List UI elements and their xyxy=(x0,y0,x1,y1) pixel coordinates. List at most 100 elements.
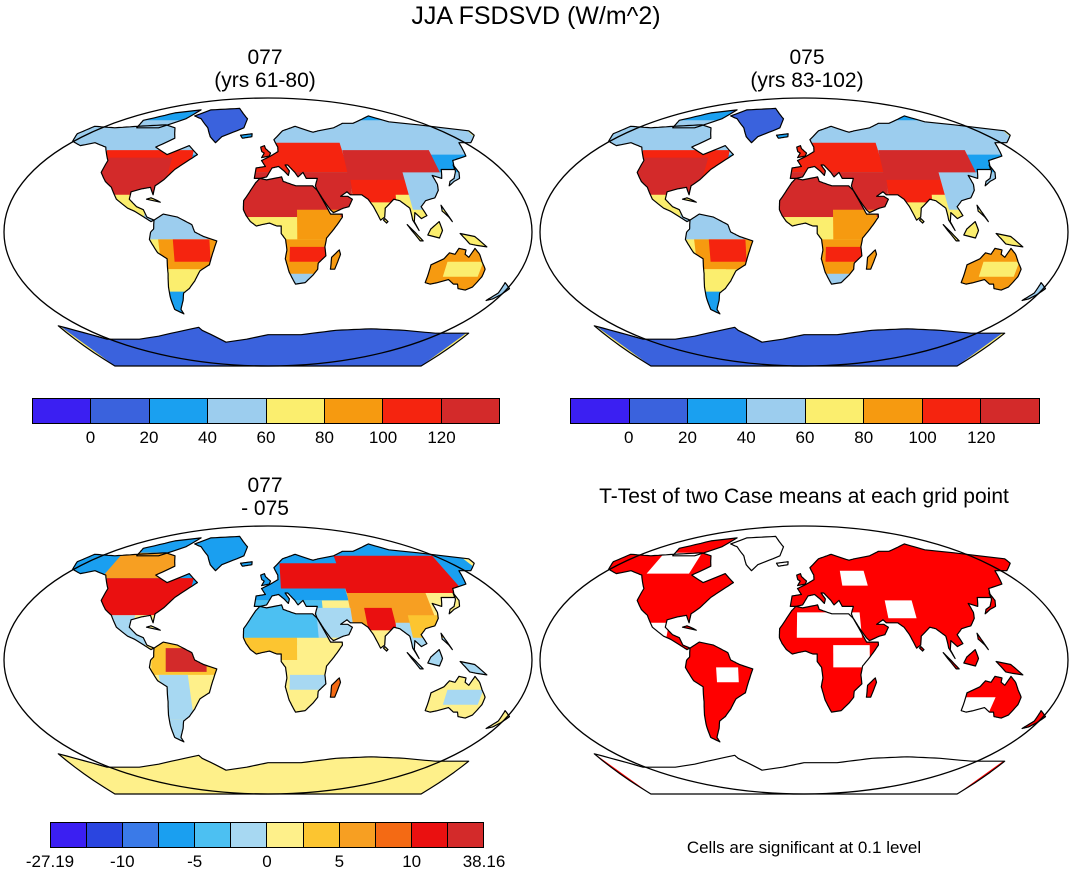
coastline-antarctica xyxy=(593,753,1006,795)
panel-3-title-line2: - 075 xyxy=(241,497,289,520)
map-value-region xyxy=(938,172,1022,210)
panel-2-title-line2: (yrs 83-102) xyxy=(750,69,864,92)
map-value-region xyxy=(708,239,747,262)
colorbar-swatch xyxy=(411,823,448,847)
coastline-greenland xyxy=(730,107,785,144)
panel-3-title-line1: 077 xyxy=(247,474,283,497)
coastline-newguinea xyxy=(995,660,1024,676)
colorbar-tick-label: 100 xyxy=(908,428,937,447)
colorbar-swatch xyxy=(87,823,124,847)
map-value-region xyxy=(626,157,709,195)
significance-note: Cells are significant at 0.1 level xyxy=(686,838,922,857)
map-value-region xyxy=(594,321,1019,366)
colorbar-swatch xyxy=(383,399,442,423)
coastline-northAmerica xyxy=(608,124,734,223)
map-value-region xyxy=(289,246,327,262)
colorbar-swatch xyxy=(339,823,376,847)
coastline-northAmerica xyxy=(72,552,198,651)
map-panel-2 xyxy=(539,97,1069,367)
coastline-britain xyxy=(260,572,272,587)
coastline-australia xyxy=(960,675,1022,719)
coastline-northAmerica xyxy=(72,124,198,223)
coastline-madagascar xyxy=(865,249,878,270)
map-panel-3 xyxy=(3,525,533,795)
coastline-borneo xyxy=(963,648,980,667)
coastline-southAmerica xyxy=(148,213,218,315)
map-border xyxy=(3,97,533,367)
map-value-region xyxy=(697,269,730,292)
colorbar-swatch xyxy=(149,399,209,423)
coastline-cuba xyxy=(145,625,161,631)
colorbar-swatch xyxy=(688,399,747,423)
colorbar-tick-label: 0 xyxy=(85,428,96,447)
coastline-northAmerica xyxy=(608,552,734,651)
coastline-greenland xyxy=(194,535,249,572)
panel-4-title: T-Test of two Case means at each grid po… xyxy=(599,485,1009,508)
map-value-region xyxy=(86,578,194,616)
map-value-region xyxy=(442,261,484,277)
coastline-philippines xyxy=(976,204,989,223)
colorbar-tick-label: -5 xyxy=(187,852,203,871)
coastline-iceland xyxy=(775,133,789,139)
map-value-region xyxy=(143,214,217,240)
colorbar-swatch xyxy=(267,823,304,847)
coastline-sumatra xyxy=(406,652,424,670)
colorbar-swatch xyxy=(981,399,1039,423)
coastline-srilanka xyxy=(918,217,925,224)
coastline-nz xyxy=(485,282,511,302)
colorbar-swatch xyxy=(33,399,92,423)
coastline-arcticIslands xyxy=(672,109,738,129)
colorbar-tick-label: -10 xyxy=(110,852,135,871)
coastline-iceland xyxy=(239,133,253,139)
map-value-region xyxy=(774,217,834,232)
coastline-cuba xyxy=(681,625,697,631)
colorbar-swatch xyxy=(266,399,325,423)
colorbar-tick-label: 20 xyxy=(678,428,697,447)
map-value-region xyxy=(395,622,487,675)
map-value-region xyxy=(289,674,327,690)
colorbar-swatch xyxy=(195,823,232,847)
coastline-britain xyxy=(260,144,272,159)
colorbar-swatch xyxy=(922,399,982,423)
map-value-region xyxy=(931,194,994,247)
coastline-philippines xyxy=(976,632,989,651)
coastline-madagascar xyxy=(329,677,342,698)
colorbar-tick-label: 5 xyxy=(334,852,345,871)
panel-2-title-line1: 075 xyxy=(789,46,825,69)
coastline-philippines xyxy=(440,204,453,223)
coastline-southAmerica xyxy=(684,213,754,315)
colorbar-tick-label: -27.19 xyxy=(25,852,75,871)
map-value-region xyxy=(825,246,863,262)
coastline-antarctica xyxy=(57,753,470,795)
colorbar-swatch xyxy=(375,823,412,847)
coastline-arcticIslands xyxy=(136,537,202,557)
colorbar-tick-label: 0 xyxy=(262,852,272,871)
figure-title: JJA FSDSVD (W/m^2) xyxy=(411,2,661,30)
colorbar-tick-label: 120 xyxy=(427,428,456,447)
non-significant-region xyxy=(716,667,739,683)
coastline-srilanka xyxy=(382,645,389,652)
coastline-sumatra xyxy=(942,224,960,242)
colorbar-swatch xyxy=(571,399,630,423)
colorbar-swatch xyxy=(629,399,689,423)
coastline-japan xyxy=(984,164,997,187)
map-value-region xyxy=(297,637,342,668)
coastline-southAmerica xyxy=(684,641,754,743)
coastline-australia xyxy=(424,675,486,719)
map-value-region xyxy=(58,749,483,794)
colorbar-tick-label: 40 xyxy=(198,428,217,447)
colorbar-swatch xyxy=(447,823,483,847)
coastline-nz xyxy=(485,710,511,730)
coastline-africa xyxy=(778,176,879,285)
colorbar-panel-2 xyxy=(570,398,1040,424)
map-value-region xyxy=(238,217,298,232)
coastline-newguinea xyxy=(459,660,488,676)
coastline-antarctica xyxy=(593,325,1006,367)
coastline-arcticIslands xyxy=(136,109,202,129)
non-significant-region xyxy=(646,552,703,574)
map-value-region xyxy=(679,214,753,240)
colorbar-tick-label: 120 xyxy=(967,428,996,447)
map-value-region xyxy=(402,172,486,210)
colorbar-swatch xyxy=(303,823,340,847)
colorbar-swatch xyxy=(805,399,865,423)
